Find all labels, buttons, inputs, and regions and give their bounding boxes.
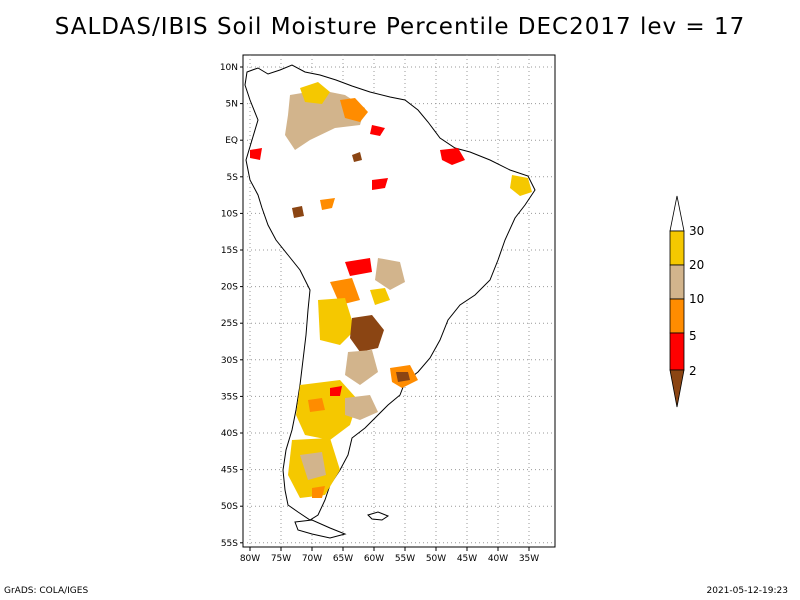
patch-orange — [312, 486, 325, 498]
tierra-del-fuego-outline — [294, 519, 347, 539]
lat-tick-label: 10S — [221, 209, 238, 219]
patch-red — [330, 386, 342, 396]
patch-yellow — [296, 380, 358, 440]
lat-tick-label: EQ — [225, 136, 238, 146]
lat-tick-label: 55S — [221, 539, 238, 549]
legend-label-20: 20 — [689, 258, 704, 272]
lat-tick-label: 25S — [221, 319, 238, 329]
lon-tick-label: 55W — [395, 554, 415, 564]
legend-label-30: 30 — [689, 224, 704, 238]
legend-above-30 — [669, 195, 685, 232]
patch-brown — [396, 372, 410, 382]
patch-tan — [345, 350, 378, 385]
patch-orange — [308, 398, 325, 412]
map-title: SALDAS/IBIS Soil Moisture Percentile DEC… — [54, 14, 746, 40]
lat-tick-label: 30S — [221, 356, 238, 366]
patch-tan — [345, 395, 378, 420]
lat-tick-label: 20S — [221, 283, 238, 293]
patch-red — [440, 148, 465, 165]
legend-2-5 — [669, 332, 685, 371]
patch-red — [372, 178, 388, 190]
longitude-labels: 80W 75W 70W 65W 60W 55W 50W 45W 40W 35W — [240, 547, 539, 564]
patch-orange — [340, 98, 368, 122]
legend-20-30 — [669, 230, 685, 266]
lat-tick-label: 45S — [221, 466, 238, 476]
legend-5-10 — [669, 298, 685, 334]
lat-tick-label: 5S — [227, 173, 239, 183]
latitude-labels: 10N 5N EQ 5S 10S 15S 20S 25S 30S 35S 40S 45S 50S 55S — [220, 63, 243, 549]
lat-tick-label: 50S — [221, 502, 238, 512]
lat-tick-label: 15S — [221, 246, 238, 256]
patch-yellow — [300, 82, 330, 104]
falklands-outline — [367, 511, 390, 521]
legend-label-10: 10 — [689, 292, 704, 306]
patch-brown — [292, 206, 304, 218]
lon-tick-label: 45W — [457, 554, 477, 564]
patch-orange — [320, 198, 335, 210]
footer-credit: GrADS: COLA/IGES — [4, 586, 89, 596]
soil-moisture-patches — [250, 82, 532, 498]
patch-tan — [375, 258, 405, 290]
lon-tick-label: 65W — [333, 554, 353, 564]
legend-10-20 — [669, 264, 685, 300]
lat-tick-label: 35S — [221, 392, 238, 402]
footer-timestamp: 2021-05-12-19:23 — [706, 586, 789, 596]
patch-yellow — [318, 298, 355, 345]
lon-tick-label: 70W — [302, 554, 322, 564]
plot-frame — [242, 54, 556, 548]
legend-colorbar: 30 20 10 5 2 — [669, 195, 704, 408]
patch-red — [345, 258, 372, 276]
patch-brown — [352, 152, 362, 162]
lon-tick-label: 75W — [271, 554, 291, 564]
legend-below-2 — [669, 369, 685, 408]
lon-tick-label: 60W — [364, 554, 384, 564]
patch-red — [370, 125, 385, 136]
lon-tick-label: 35W — [519, 554, 539, 564]
lon-tick-label: 50W — [426, 554, 446, 564]
legend-label-2: 2 — [689, 364, 697, 378]
lat-tick-label: 10N — [220, 63, 238, 73]
patch-tan — [300, 452, 326, 480]
patch-orange — [330, 278, 360, 305]
patch-yellow — [370, 288, 390, 305]
lat-tick-label: 40S — [221, 429, 238, 439]
patch-brown — [350, 315, 384, 352]
lon-tick-label: 80W — [240, 554, 260, 564]
lon-tick-label: 40W — [488, 554, 508, 564]
legend-label-5: 5 — [689, 329, 697, 343]
patch-red — [250, 148, 262, 160]
lat-tick-label: 5N — [226, 100, 238, 110]
patch-yellow — [510, 175, 532, 196]
